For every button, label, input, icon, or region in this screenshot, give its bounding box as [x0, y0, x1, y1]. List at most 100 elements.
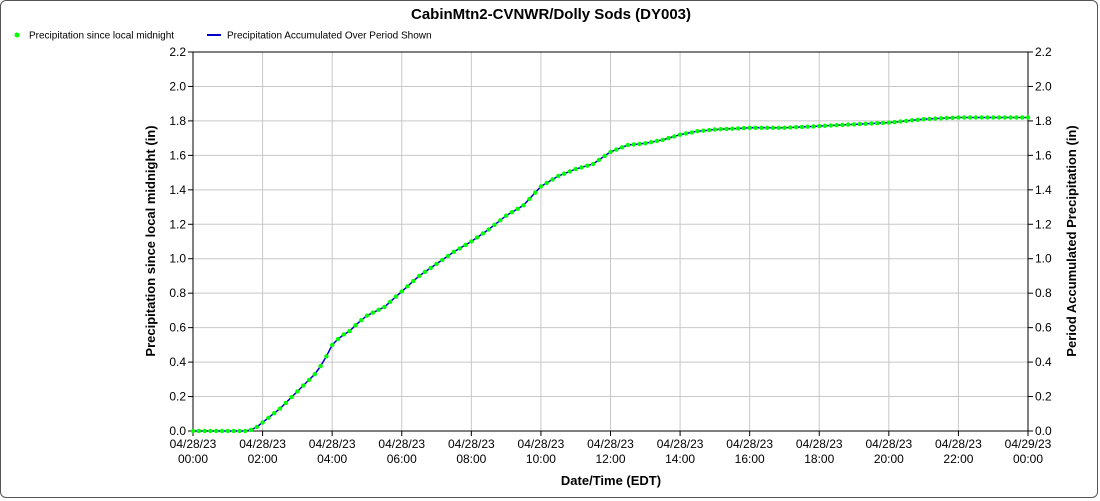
data-point: [1002, 115, 1007, 120]
data-point: [985, 115, 990, 120]
y-tick-label-left: 0.4: [169, 355, 186, 369]
x-axis-title: Date/Time (EDT): [561, 473, 661, 488]
data-point: [422, 269, 428, 275]
data-point: [318, 363, 323, 369]
data-point: [973, 115, 978, 120]
data-point: [498, 218, 503, 223]
x-tick-label-time: 04:00: [317, 452, 347, 466]
data-point: [764, 125, 770, 130]
data-point: [301, 383, 306, 388]
data-point: [834, 123, 839, 128]
data-point: [370, 310, 375, 315]
x-tick-label-time: 12:00: [595, 452, 625, 466]
data-point: [956, 115, 961, 120]
data-point: [405, 284, 410, 289]
data-point: [353, 323, 358, 328]
y-tick-label-right: 1.8: [1035, 114, 1052, 128]
data-point: [538, 184, 544, 189]
x-tick-label-date: 04/28/23: [170, 437, 217, 451]
data-point: [1014, 115, 1019, 120]
data-point: [637, 141, 642, 147]
data-point: [706, 127, 712, 133]
data-point: [875, 121, 880, 126]
data-point: [805, 124, 810, 129]
data-point: [237, 428, 242, 434]
y-axis-right-title: Period Accumulated Precipitation (in): [1064, 125, 1079, 356]
x-tick-label-time: 10:00: [526, 452, 556, 466]
data-point: [382, 304, 387, 310]
data-point: [666, 135, 671, 141]
y-tick-label-left: 1.2: [169, 217, 186, 231]
y-tick-label-left: 0.6: [169, 321, 186, 335]
x-tick-label-time: 08:00: [456, 452, 486, 466]
data-point: [364, 313, 370, 318]
data-point: [724, 126, 729, 132]
data-point: [759, 125, 764, 130]
data-point: [683, 131, 689, 136]
data-point: [376, 307, 381, 312]
data-point: [393, 294, 399, 299]
data-point: [608, 149, 613, 155]
data-point: [509, 210, 515, 215]
data-point: [440, 257, 445, 263]
data-point: [886, 120, 891, 125]
data-point: [260, 420, 265, 425]
data-point: [341, 332, 346, 337]
data-point: [190, 428, 196, 434]
data-point: [909, 118, 915, 123]
plot-area: [192, 51, 1029, 432]
data-point: [527, 196, 532, 202]
y-tick-label-right: 1.2: [1035, 217, 1052, 231]
y-tick-label-left: 1.8: [169, 114, 186, 128]
data-point: [347, 328, 352, 334]
y-tick-label-right: 1.0: [1035, 252, 1052, 266]
data-point: [492, 222, 497, 227]
x-tick-label-time: 22:00: [943, 452, 973, 466]
data-point: [503, 213, 509, 218]
data-point: [428, 265, 433, 271]
y-axis-left-title: Precipitation since local midnight (in): [143, 125, 158, 356]
legend-marker-points: [14, 32, 20, 38]
y-tick-label-left: 0.0: [169, 424, 186, 438]
data-point: [359, 318, 364, 323]
y-tick-label-right: 1.4: [1035, 183, 1052, 197]
data-point: [248, 427, 254, 433]
data-point: [944, 115, 949, 121]
data-point: [469, 239, 474, 244]
data-point: [590, 161, 596, 167]
data-point: [921, 117, 926, 122]
y-tick-label-left: 1.4: [169, 183, 186, 197]
x-tick-label-date: 04/28/23: [865, 437, 912, 451]
data-point: [811, 124, 816, 129]
data-point: [851, 122, 857, 127]
x-tick-label-date: 04/29/23: [1005, 437, 1052, 451]
data-point: [857, 121, 862, 127]
data-point: [689, 130, 694, 135]
data-point: [515, 206, 520, 211]
data-point: [979, 115, 984, 120]
data-point: [788, 125, 793, 130]
data-point: [306, 377, 312, 383]
x-tick-label-time: 02:00: [248, 452, 278, 466]
data-point: [828, 123, 833, 128]
data-point: [619, 145, 625, 150]
data-point: [550, 177, 555, 182]
data-point: [573, 166, 578, 172]
data-point: [625, 142, 631, 148]
data-point: [521, 203, 526, 208]
data-point: [272, 411, 277, 416]
data-point: [648, 140, 654, 145]
data-point: [863, 121, 868, 127]
data-point: [324, 354, 329, 359]
data-point: [289, 394, 294, 400]
series-points-since-midnight: [190, 115, 1031, 434]
data-point: [416, 273, 422, 279]
data-point: [996, 115, 1002, 120]
data-point: [631, 142, 636, 147]
y-axis-left-ticks: 0.0 0.2 0.4 0.6 0.8 1.0 1.2 1.4 1.6 1.8 2.0 2.2: [169, 45, 193, 438]
data-point: [208, 428, 213, 434]
y-tick-label-left: 0.8: [169, 286, 186, 300]
x-tick-label-time: 20:00: [874, 452, 904, 466]
data-point: [880, 120, 886, 126]
data-point: [411, 278, 416, 284]
